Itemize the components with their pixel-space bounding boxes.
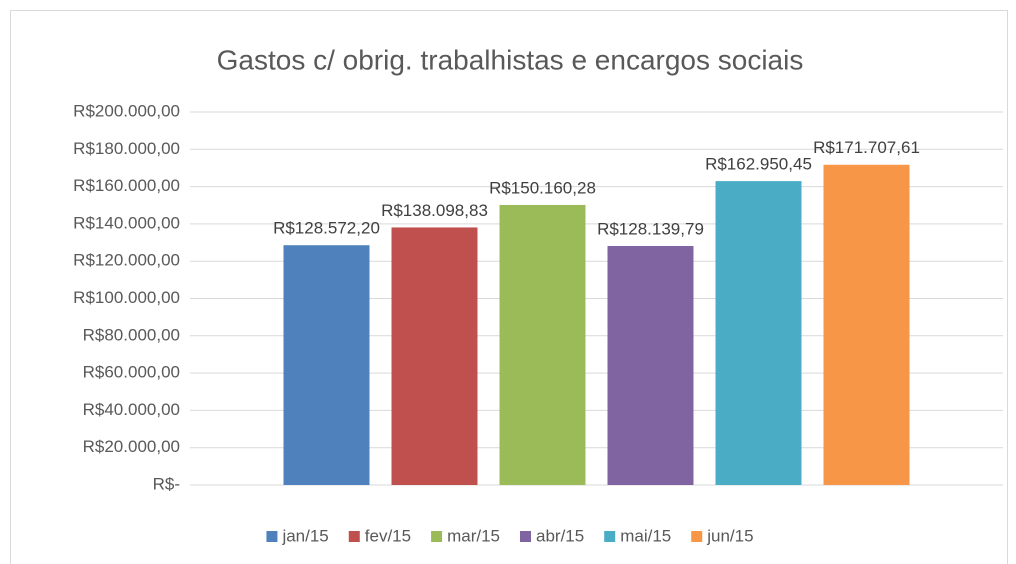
legend-swatch (348, 531, 360, 542)
y-tick-label: R$40.000,00 (83, 400, 180, 419)
legend-swatch (520, 531, 531, 542)
bar (607, 246, 694, 485)
y-tick-label: R$120.000,00 (73, 251, 180, 270)
y-tick-label: R$180.000,00 (73, 139, 180, 158)
data-label: R$171.707,61 (813, 138, 920, 157)
bar (283, 245, 370, 485)
data-label: R$128.139,79 (597, 220, 704, 239)
legend-label: mai/15 (620, 526, 671, 545)
chart-title: Gastos c/ obrig. trabalhistas e encargos… (217, 44, 804, 75)
data-label: R$128.572,20 (273, 219, 380, 238)
bar (715, 181, 802, 485)
legend-swatch (266, 531, 278, 542)
y-tick-label: R$100.000,00 (73, 288, 180, 307)
legend-label: fev/15 (365, 526, 411, 545)
legend-swatch (604, 531, 616, 542)
bar (391, 227, 478, 485)
data-label: R$162.950,45 (705, 155, 812, 174)
y-tick-label: R$- (153, 474, 180, 493)
legend-swatch (691, 531, 703, 542)
legend-label: jun/15 (706, 526, 753, 545)
y-tick-label: R$60.000,00 (83, 363, 180, 382)
y-tick-label: R$140.000,00 (73, 213, 180, 232)
legend-label: mar/15 (447, 526, 500, 545)
legend-label: jan/15 (281, 526, 328, 545)
bar (823, 164, 910, 485)
y-tick-label: R$160.000,00 (73, 176, 180, 195)
legend-label: abr/15 (536, 526, 584, 545)
data-label: R$150.160,28 (489, 178, 596, 197)
y-tick-label: R$20.000,00 (83, 437, 180, 456)
data-label: R$138.098,83 (381, 201, 488, 220)
legend-swatch (431, 531, 443, 542)
y-tick-label: R$200.000,00 (73, 101, 180, 120)
y-tick-label: R$80.000,00 (83, 325, 180, 344)
bar (499, 204, 586, 485)
